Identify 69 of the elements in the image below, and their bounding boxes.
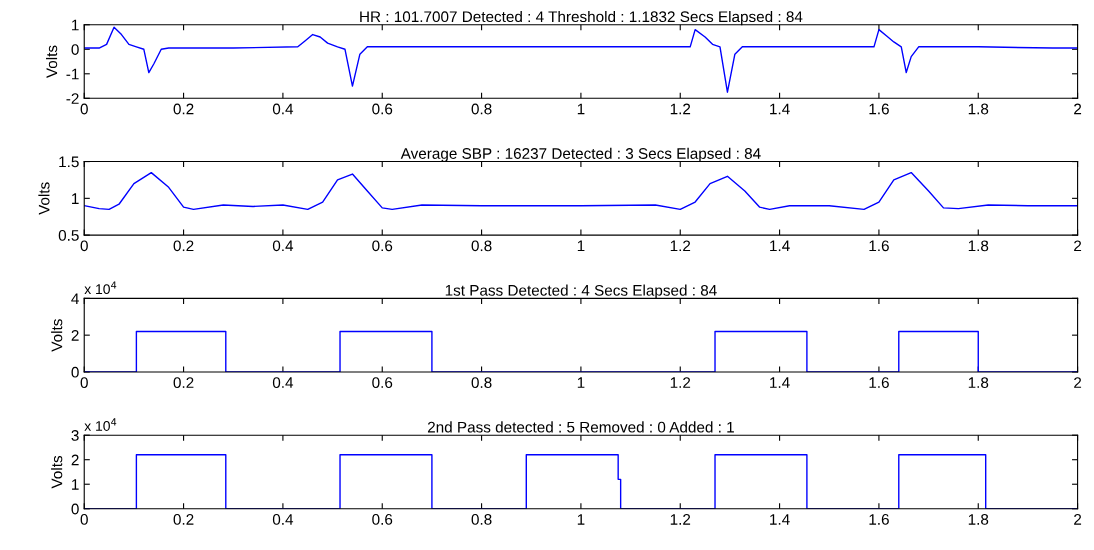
x-tick-label: 2 — [1074, 514, 1082, 525]
x-tick-label: 0 — [80, 103, 88, 115]
x-tick-label: 0.4 — [272, 514, 294, 525]
x-tick-label: 1.8 — [968, 103, 989, 115]
x-tick-label: 2 — [1074, 240, 1082, 252]
y-axis-title: Volts — [51, 455, 63, 489]
text: x 10$^{4}$ — [84, 418, 117, 431]
x-tick-label: 0 — [80, 240, 88, 252]
x-tick-label: 0.8 — [471, 377, 492, 389]
chart-title: 1st Pass Detected : 4 Secs Elapsed : 84 — [445, 284, 717, 299]
y-tick-label: 2 — [71, 330, 79, 341]
y-tick-label: 0 — [71, 366, 79, 378]
y-tick-label: 0 — [71, 44, 79, 55]
y-tick-label: 3 — [71, 430, 79, 441]
x-tick-label: 1.2 — [670, 377, 691, 388]
x-tick-label: 0.2 — [173, 514, 194, 525]
y-axis-title: Volts — [46, 45, 58, 79]
y-tick-label: 1 — [72, 479, 79, 490]
x-tick-label: 1 — [577, 514, 585, 525]
x-tick-label: 0.6 — [372, 240, 393, 252]
y-tick-label: 1 — [72, 19, 79, 31]
x-tick-label: 0.4 — [272, 240, 294, 252]
x-tick-label: 1.4 — [770, 377, 790, 388]
x-tick-label: 1.4 — [770, 103, 790, 115]
chart-title: Average SBP : 16237 Detected : 3 Secs Elapsed : 84 — [400, 147, 761, 162]
y-tick-label: 1.5 — [59, 156, 79, 168]
x-tick-label: 1.2 — [670, 240, 691, 252]
x-tick-label: 2 — [1074, 103, 1082, 115]
x-tick-label: 0.4 — [272, 103, 294, 115]
x-tick-label: 0.6 — [372, 377, 393, 389]
x-tick-label: 1.8 — [968, 240, 989, 252]
y-tick-label: -2 — [66, 93, 79, 104]
x-tick-label: 1.8 — [968, 377, 989, 389]
x-tick-label: 0.6 — [372, 514, 393, 525]
y-axis-title: Volts — [38, 182, 50, 215]
x-tick-label: 1.2 — [670, 103, 691, 115]
text: x 10$^{4}$ — [84, 281, 117, 295]
x-tick-label: 2 — [1074, 377, 1082, 388]
x-tick-label: 0.2 — [173, 377, 194, 389]
chart-title: 2nd Pass detected : 5 Removed : 0 Added : 1 — [427, 421, 734, 433]
x-tick-label: 1 — [577, 377, 585, 388]
x-tick-label: 1.6 — [869, 514, 889, 525]
x-tick-label: 1.6 — [869, 240, 889, 252]
x-tick-label: 0 — [80, 514, 88, 525]
x-tick-label: 1.4 — [770, 240, 790, 252]
x-tick-label: 0.2 — [173, 103, 194, 115]
x-tick-label: 0.6 — [372, 103, 393, 115]
x-tick-label: 1.4 — [770, 514, 790, 525]
x-tick-label: 0.8 — [471, 240, 492, 252]
y-tick-label: -1 — [66, 68, 79, 80]
y-tick-label: 1 — [72, 193, 79, 204]
x-tick-label: 1.8 — [968, 514, 989, 525]
chart-title: HR : 101.7007 Detected : 4 Threshold : 1.1832 Secs Elapsed : 84 — [360, 10, 803, 26]
y-tick-label: 0.5 — [58, 229, 79, 241]
x-tick-label: 0.2 — [173, 240, 194, 252]
y-axis-title: Volts — [51, 319, 63, 352]
x-tick-label: 1.2 — [670, 514, 691, 525]
y-tick-label: 4 — [71, 293, 79, 304]
y-tick-label: 2 — [71, 454, 79, 466]
x-tick-label: 1.6 — [869, 377, 889, 389]
line-series — [84, 171, 1078, 211]
x-tick-label: 1 — [577, 240, 585, 252]
x-tick-label: 0.8 — [471, 103, 492, 115]
x-tick-label: 1 — [577, 103, 585, 115]
x-tick-label: 0.8 — [471, 514, 492, 525]
x-tick-label: 1.6 — [869, 103, 889, 115]
y-tick-label: 0 — [71, 503, 79, 515]
x-tick-label: 0 — [80, 377, 88, 389]
x-tick-label: 0.4 — [272, 377, 294, 389]
